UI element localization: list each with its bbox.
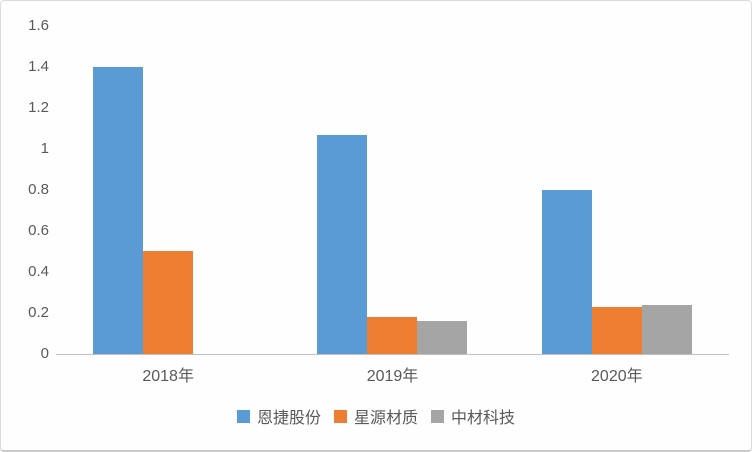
legend-item: 恩捷股份: [236, 404, 321, 428]
y-tick-label: 1: [40, 140, 49, 157]
legend-label: 中材科技: [451, 410, 516, 427]
legend-item: 中材科技: [431, 404, 515, 428]
y-tick-label: 1.2: [28, 99, 49, 116]
legend-marker-icon: [333, 409, 347, 423]
x-axis-label: 2019年: [366, 368, 419, 385]
bar-series-1: [367, 317, 418, 354]
bar-series-1: [591, 307, 642, 354]
bar-series-1: [143, 251, 194, 354]
x-axis-label: 2020年: [591, 368, 643, 385]
legend-marker-icon: [431, 409, 444, 423]
bar-series-0: [541, 190, 592, 354]
bar-series-2: [417, 321, 468, 354]
x-axis-label: 2018年: [142, 368, 194, 385]
legend-label: 恩捷股份: [256, 410, 321, 427]
plot-area: [56, 26, 729, 355]
y-tick-label: 0.8: [28, 181, 49, 198]
bar-group: [280, 26, 504, 354]
legend: 恩捷股份 星源材质 中材科技: [1, 404, 751, 428]
y-tick-label: 1.6: [28, 17, 49, 34]
y-tick-label: 0.4: [28, 263, 49, 280]
legend-label: 星源材质: [353, 410, 418, 427]
bar-series-2: [641, 305, 692, 354]
y-tick-label: 0.6: [28, 222, 49, 239]
y-tick-label: 0.2: [28, 304, 49, 321]
y-tick-label: 0: [40, 345, 49, 362]
bar-group: [56, 26, 280, 354]
legend-marker-icon: [236, 409, 250, 423]
y-tick-label: 1.4: [28, 58, 49, 75]
legend-item: 星源材质: [333, 404, 418, 428]
bar-group: [505, 26, 729, 354]
bar-series-0: [93, 67, 144, 354]
bar-series-0: [317, 135, 368, 354]
y-axis: 0 0.2 0.4 0.6 0.8 1 1.2 1.4 1.6: [1, 1, 49, 381]
x-axis-labels: 2018年 2019年 2020年: [56, 362, 729, 386]
